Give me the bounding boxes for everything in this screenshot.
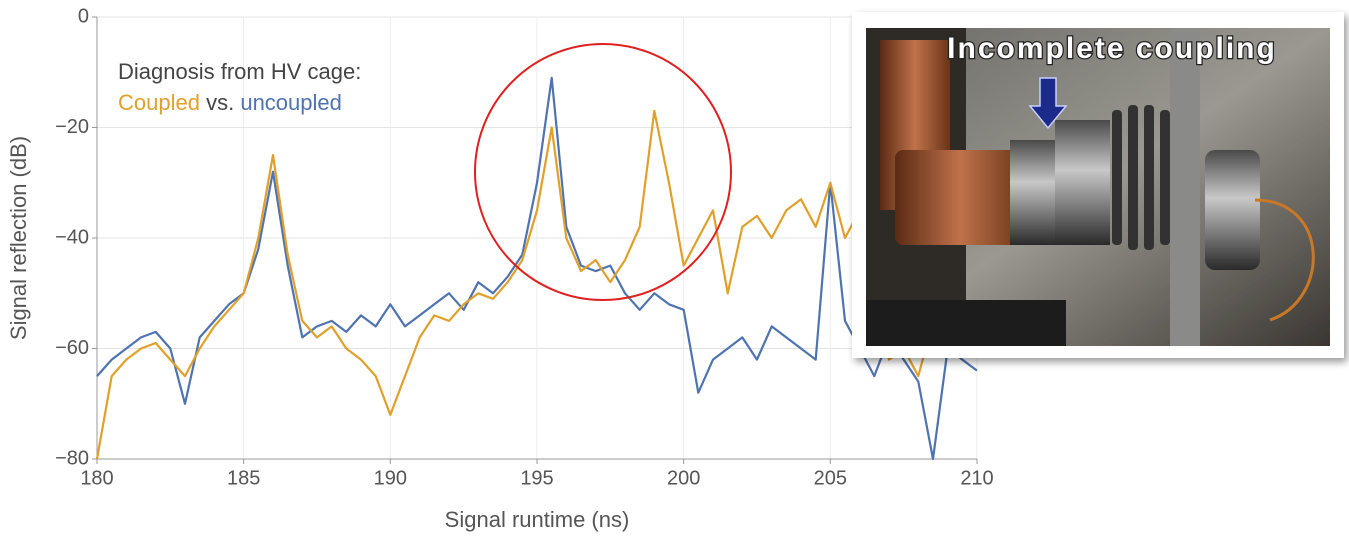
x-tick-label: 185: [227, 467, 260, 489]
annotation-coupled: Coupled: [118, 90, 200, 115]
photo-inset: Incomplete coupling: [852, 12, 1344, 358]
photo-connector: [1055, 120, 1110, 245]
x-axis-label: Signal runtime (ns): [445, 507, 630, 532]
annotation: Coupled vs. uncoupled: [118, 90, 342, 115]
y-tick-label: 0: [78, 5, 89, 27]
annotation-uncoupled: uncoupled: [240, 90, 342, 115]
chart: 0 −20 −40 −60 −80180 185 190 195 200 205 210 Signal…: [0, 0, 1349, 537]
y-tick-label: −60: [55, 337, 89, 359]
photo-plate: [1170, 28, 1200, 346]
annotation-vs: vs.: [206, 90, 234, 115]
x-tick-label: 190: [374, 467, 407, 489]
y-tick-label: −20: [55, 116, 89, 138]
photo-flange: [1205, 150, 1260, 270]
x-tick-label: 200: [667, 467, 700, 489]
annotation: Diagnosis from HV cage:: [118, 59, 361, 84]
photo-base: [866, 300, 1066, 346]
x-tick-label: 195: [520, 467, 553, 489]
y-tick-label: −40: [55, 226, 89, 248]
y-tick-label: −80: [55, 447, 89, 469]
x-tick-label: 210: [960, 467, 993, 489]
highlight-circle: [475, 44, 731, 300]
y-axis-label: Signal reflection (dB): [6, 136, 31, 340]
photo-elbow: [895, 150, 1025, 245]
inset-label: Incomplete coupling: [947, 32, 1277, 65]
photo-connector: [1010, 140, 1060, 245]
x-tick-label: 205: [814, 467, 847, 489]
x-tick-label: 180: [80, 467, 113, 489]
